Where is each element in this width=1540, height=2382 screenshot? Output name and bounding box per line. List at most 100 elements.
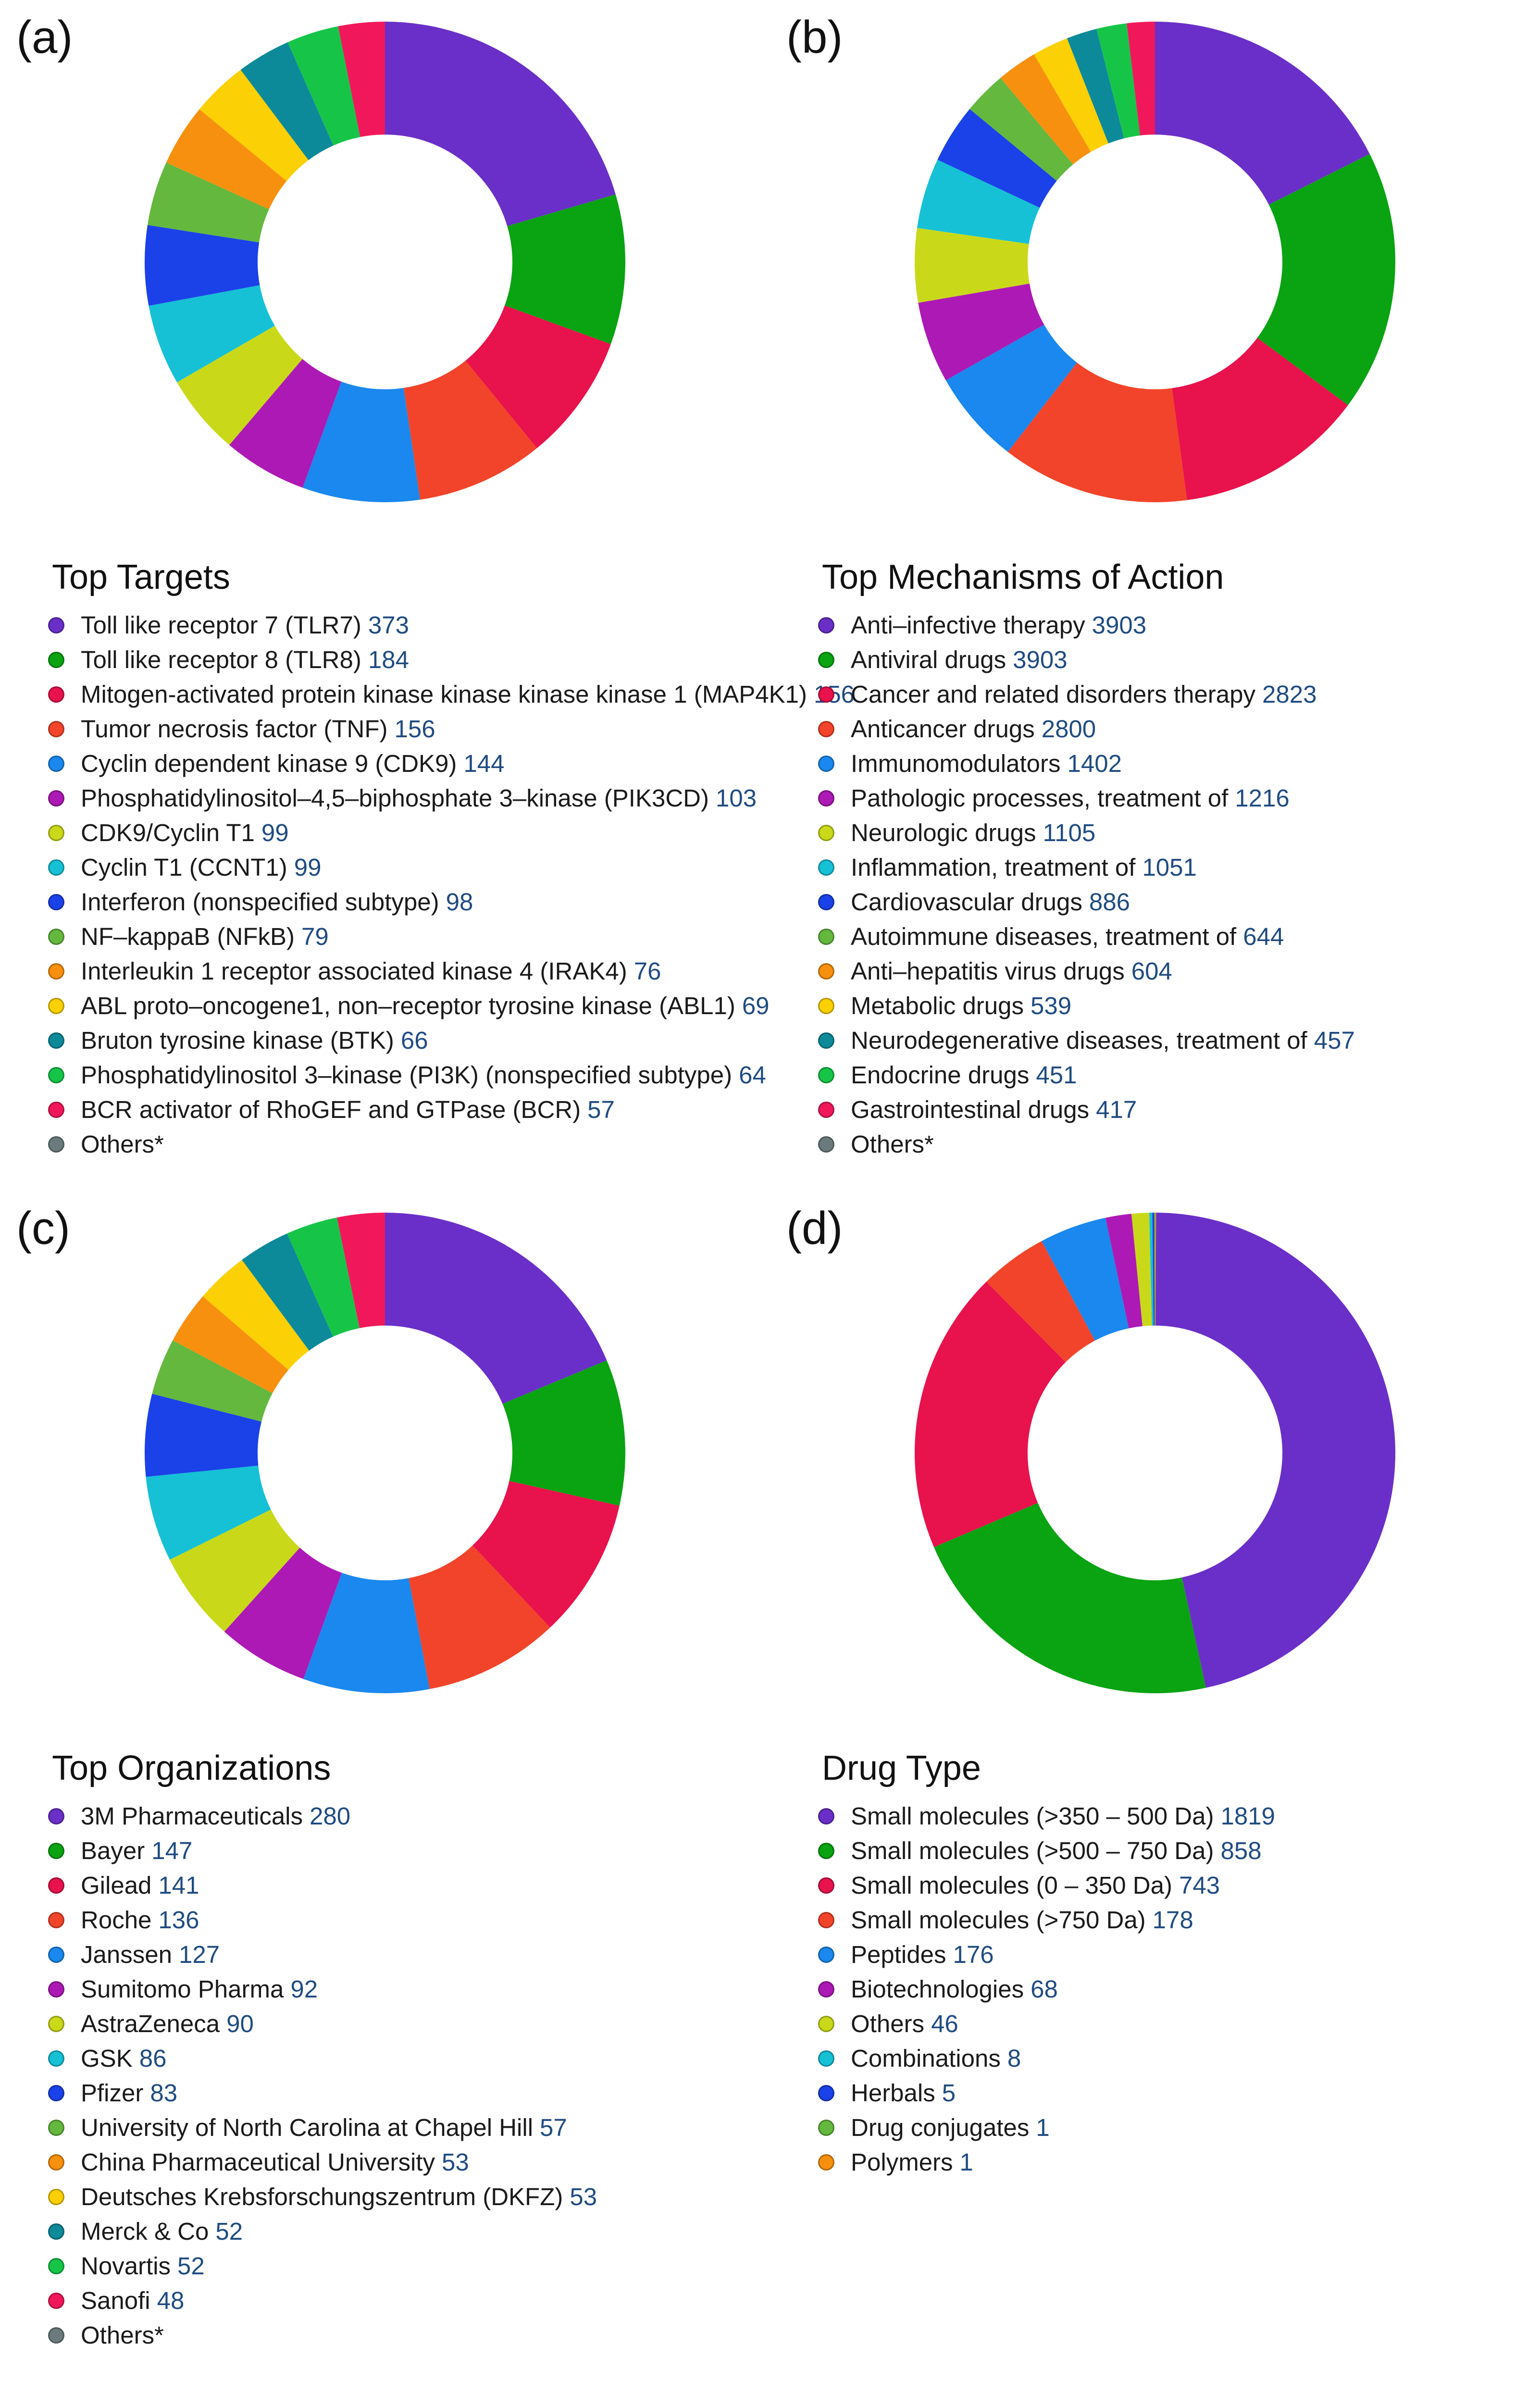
- legend-swatch: [818, 859, 834, 876]
- legend-item: Toll like receptor 7 (TLR7) 373: [48, 608, 759, 643]
- legend-label: BCR activator of RhoGEF and GTPase (BCR): [81, 1096, 581, 1124]
- legend-item: Cyclin dependent kinase 9 (CDK9) 144: [48, 746, 759, 781]
- legend-item: Neurologic drugs 1105: [818, 816, 1529, 850]
- donut-slice: [1096, 23, 1140, 138]
- legend-title: Top Mechanisms of Action: [822, 558, 1224, 596]
- legend-label: Immunomodulators: [851, 750, 1061, 778]
- legend-swatch: [48, 1136, 64, 1153]
- panel-label: (c): [16, 1203, 70, 1254]
- legend-label: Gastrointestinal drugs: [851, 1096, 1090, 1124]
- legend-label: Combinations: [851, 2045, 1001, 2072]
- legend-item: Anti–infective therapy 3903: [818, 608, 1529, 643]
- legend-item-others: Others*: [818, 1127, 1529, 1162]
- legend-item: Drug conjugates 1: [818, 2110, 1529, 2145]
- legend-item: Small molecules (>500 – 750 Da) 858: [818, 1834, 1529, 1868]
- legend-label: Anticancer drugs: [851, 715, 1035, 743]
- legend-swatch: [48, 617, 64, 633]
- legend-item: Gastrointestinal drugs 417: [818, 1092, 1529, 1127]
- donut-slice: [336, 1213, 385, 1328]
- donut-slice: [1042, 1217, 1129, 1341]
- legend-swatch: [48, 1946, 64, 1963]
- legend-item: Autoimmune diseases, treatment of 644: [818, 919, 1529, 954]
- legend-swatch: [48, 1842, 64, 1859]
- legend-item: Novartis 52: [48, 2249, 759, 2283]
- legend-value: 156: [394, 715, 435, 743]
- donut-slice: [224, 1548, 342, 1679]
- legend-value: 69: [742, 992, 770, 1020]
- legend-list: 3M Pharmaceuticals 280 Bayer 147 Gilead 141 Ro…: [48, 1799, 759, 2353]
- legend-value: 83: [150, 2079, 178, 2107]
- legend-swatch: [48, 720, 64, 737]
- legend: Top Targets Toll like receptor 7 (TLR7) 3…: [48, 558, 855, 1162]
- legend-label: Cyclin dependent kinase 9 (CDK9): [81, 750, 457, 778]
- legend-item: Cardiovascular drugs 886: [818, 885, 1529, 919]
- legend-swatch: [48, 2050, 64, 2067]
- legend-swatch: [818, 1808, 834, 1824]
- legend-item: Toll like receptor 8 (TLR8) 184: [48, 643, 759, 677]
- legend-swatch: [818, 2154, 834, 2171]
- donut-slice: [918, 284, 1044, 381]
- legend-list: Toll like receptor 7 (TLR7) 373 Toll like …: [48, 608, 855, 1162]
- panel-label: (d): [786, 1203, 843, 1254]
- legend-swatch: [48, 755, 64, 772]
- donut-slice: [240, 42, 334, 161]
- legend-value: 1402: [1067, 750, 1122, 778]
- panel-label: (b): [786, 12, 843, 63]
- donut-slice: [302, 381, 420, 502]
- donut-chart: [145, 1213, 625, 1693]
- legend-label: Others*: [81, 1130, 164, 1158]
- legend-value: 3903: [1092, 611, 1147, 639]
- legend-item: Pfizer 83: [48, 2076, 759, 2110]
- panel-top-organizations: (c) Top Organizations 3M Pharmaceuticals…: [0, 1191, 770, 2382]
- legend-swatch: [818, 2050, 834, 2067]
- donut-slice: [199, 70, 309, 181]
- legend-swatch: [48, 2084, 64, 2101]
- donut-slice: [915, 228, 1030, 303]
- legend-item-others: Others*: [48, 2318, 759, 2353]
- legend-label: Bayer: [81, 1837, 145, 1865]
- legend-label: Tumor necrosis factor (TNF): [81, 715, 388, 743]
- legend-swatch: [818, 720, 834, 737]
- legend-label: Pfizer: [81, 2079, 144, 2107]
- legend-item: Mitogen-activated protein kinase kinase …: [48, 677, 855, 712]
- legend-swatch: [818, 790, 834, 806]
- legend-list: Small molecules (>350 – 500 Da) 1819 Small…: [818, 1799, 1529, 2180]
- legend-title: Top Targets: [52, 558, 230, 596]
- legend-item: NF–kappaB (NFkB) 79: [48, 919, 759, 954]
- legend-label: Toll like receptor 8 (TLR8): [81, 646, 361, 674]
- legend-item: Cyclin T1 (CCNT1) 99: [48, 850, 759, 885]
- legend-label: Autoimmune diseases, treatment of: [851, 923, 1237, 951]
- donut-slice: [1152, 1213, 1155, 1326]
- legend-value: 48: [157, 2287, 185, 2315]
- legend-value: 147: [151, 1837, 193, 1865]
- legend-value: 136: [158, 1906, 199, 1934]
- legend-value: 2823: [1262, 681, 1317, 708]
- donut-slice: [146, 1465, 271, 1560]
- legend-title: Top Organizations: [52, 1749, 331, 1787]
- donut-slice: [149, 285, 275, 383]
- donut-slice: [917, 160, 1040, 244]
- donut-slice: [287, 26, 360, 146]
- donut-slice: [242, 1233, 334, 1351]
- legend-value: 539: [1031, 992, 1072, 1020]
- legend-label: Small molecules (>500 – 750 Da): [851, 1837, 1214, 1865]
- donut-slice: [1155, 22, 1370, 205]
- legend-label: Merck & Co: [81, 2218, 209, 2246]
- legend-label: Others: [851, 2010, 925, 2038]
- legend-item: Interferon (nonspecified subtype) 98: [48, 885, 759, 919]
- donut-slice: [505, 194, 625, 344]
- legend-swatch: [48, 2015, 64, 2032]
- donut-slice: [229, 359, 342, 488]
- legend-label: Deutsches Krebsforschungszentrum (DKFZ): [81, 2183, 563, 2211]
- legend-value: 5: [942, 2079, 956, 2107]
- donut-slice: [1131, 1213, 1152, 1327]
- legend-swatch: [818, 963, 834, 980]
- legend-label: NF–kappaB (NFkB): [81, 923, 295, 951]
- donut-slice: [385, 22, 616, 226]
- donut-slice: [934, 1502, 1206, 1693]
- legend-item: Roche 136: [48, 1903, 759, 1937]
- legend-value: 68: [1031, 1975, 1058, 2003]
- legend-item: Cancer and related disorders therapy 2823: [818, 677, 1529, 712]
- legend-label: Interferon (nonspecified subtype): [81, 888, 439, 916]
- legend-swatch: [48, 997, 64, 1014]
